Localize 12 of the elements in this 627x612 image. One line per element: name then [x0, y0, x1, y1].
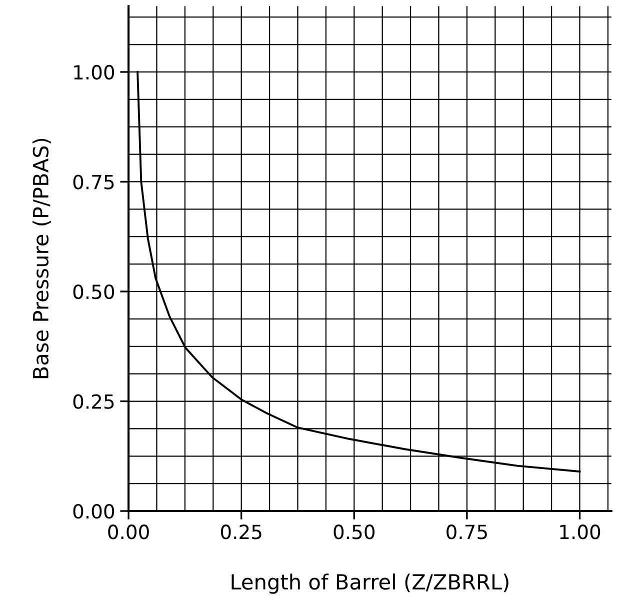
x-tick-label: 0.00 [108, 524, 149, 540]
y-tick-label: 0.50 [73, 284, 114, 300]
x-tick-label: 0.25 [220, 524, 262, 540]
x-tick-label: 0.50 [334, 524, 374, 540]
y-tick-label: 1.00 [74, 64, 114, 80]
y-tick-label: 0.25 [73, 394, 114, 409]
x-axis-title: Length of Barrel (Z/ZBRRL) [232, 574, 508, 594]
x-tick-label: 1.00 [560, 524, 600, 540]
y-axis-title: Base Pressure (P/PBAS) [32, 138, 52, 378]
y-tick-label: 0.00 [73, 504, 114, 519]
y-tick-label: 0.75 [73, 174, 114, 190]
x-tick-label: 0.75 [446, 524, 487, 540]
